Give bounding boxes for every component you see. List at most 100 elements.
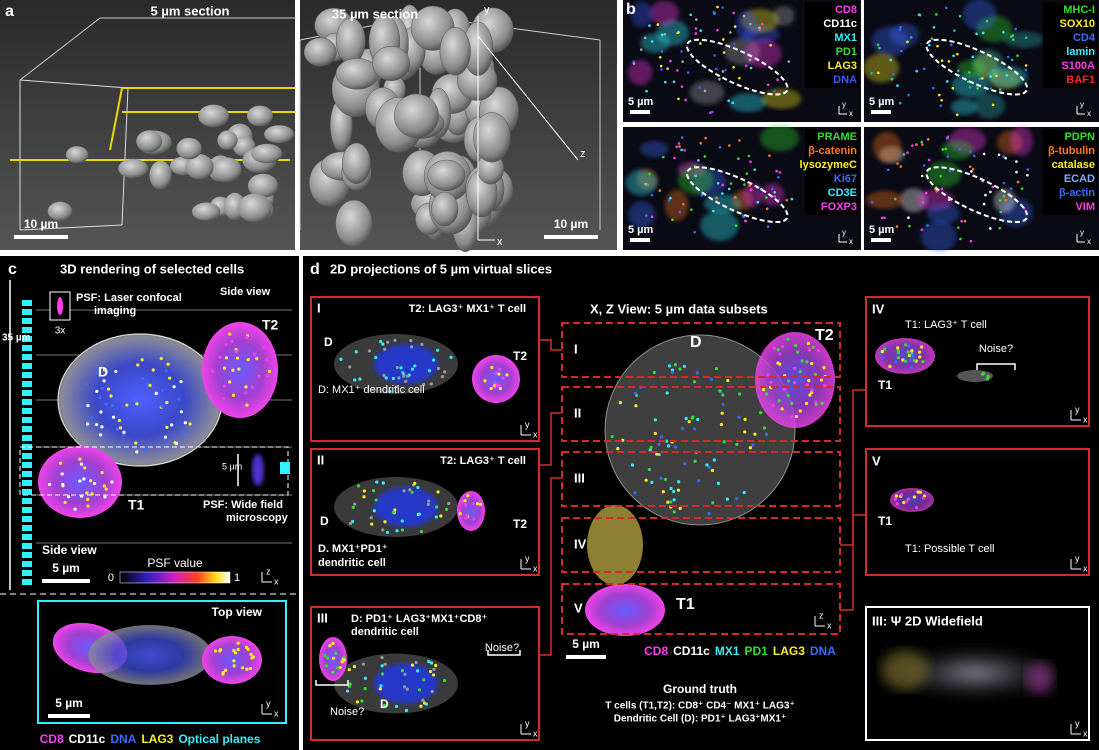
signal-dot [903, 359, 908, 363]
signal-dot [680, 85, 684, 88]
signal-dot [680, 426, 685, 430]
signal-dot [820, 401, 824, 405]
signal-dot [693, 230, 696, 234]
cell [431, 191, 459, 227]
cell [926, 203, 960, 224]
signal-dot [233, 651, 238, 655]
optical-plane [22, 309, 32, 315]
signal-dot [749, 22, 752, 26]
axis-label: y [1075, 553, 1080, 563]
cell [735, 10, 758, 42]
signal-dot [787, 60, 791, 63]
signal-dot [810, 388, 814, 392]
label: 35 µm section [332, 6, 418, 21]
signal-dot [765, 196, 768, 199]
cell [335, 199, 373, 248]
signal-dot [896, 162, 899, 165]
signal-dot [743, 430, 747, 434]
signal-dot [252, 352, 257, 356]
signal-dot [95, 389, 99, 393]
signal-dot [110, 403, 114, 408]
signal-dot [1005, 73, 1009, 77]
signal-dot [758, 28, 761, 32]
cell [957, 59, 987, 77]
signal-dot [677, 480, 681, 484]
signal-dot [673, 363, 677, 367]
signal-dot [697, 479, 701, 483]
cell [247, 173, 279, 198]
signal-dot [372, 489, 376, 493]
signal-dot [895, 225, 899, 228]
signal-dot [998, 226, 1002, 230]
signal-dot [940, 187, 944, 191]
connector [840, 514, 866, 611]
label: Top view [212, 605, 263, 619]
marker-bg [1043, 2, 1097, 88]
label: Noise? [330, 706, 364, 718]
signal-dot [435, 348, 440, 352]
signal-dot [650, 40, 654, 43]
legend-entry: CD8 [40, 732, 64, 746]
signal-dot [403, 672, 407, 676]
cell [962, 0, 997, 31]
signal-dot [735, 442, 739, 447]
signal-dot [743, 219, 747, 223]
signal-dot [363, 687, 367, 691]
signal-dot [181, 429, 185, 433]
label: Dendritic Cell (D): PD1⁺ LAG3⁺MX1⁺ [614, 714, 787, 725]
signal-dot [899, 165, 903, 168]
signal-dot [422, 382, 426, 387]
signal-dot [699, 29, 703, 32]
signal-dot [760, 22, 764, 26]
roi-outline [685, 166, 789, 224]
signal-dot [86, 403, 90, 408]
signal-dot [732, 42, 736, 46]
axis-label: x [1087, 237, 1091, 246]
signal-dot [947, 60, 951, 63]
optical-plane [22, 318, 32, 324]
signal-dot [807, 379, 811, 383]
label: X, Z View: 5 µm data subsets [590, 301, 768, 316]
signal-dot [232, 659, 236, 663]
signal-dot [749, 188, 753, 192]
signal-dot [896, 346, 900, 350]
signal-dot [675, 145, 678, 149]
optical-plane [22, 372, 32, 378]
signal-dot [342, 658, 346, 662]
signal-dot [383, 347, 387, 351]
signal-dot [888, 364, 892, 368]
signal-dot [728, 144, 731, 147]
signal-dot [232, 664, 236, 668]
cell [890, 23, 920, 47]
signal-dot [498, 367, 502, 371]
signal-dot [166, 362, 170, 366]
signal-dot [151, 368, 155, 372]
cell-label: T2 [262, 317, 279, 333]
optical-plane [22, 453, 32, 459]
signal-dot [165, 425, 169, 429]
signal-dot [670, 370, 675, 374]
signal-dot [658, 55, 662, 59]
signal-dot [104, 487, 108, 491]
signal-dot [73, 507, 77, 511]
marker-name: catalase [1052, 159, 1095, 171]
signal-dot [409, 338, 413, 343]
slice-frame [561, 583, 841, 635]
label: Ground truth [663, 682, 737, 696]
signal-dot [894, 494, 899, 498]
signal-dot [761, 387, 766, 392]
cell [202, 636, 262, 684]
signal-dot [745, 172, 749, 175]
signal-dot [686, 71, 690, 74]
signal-dot [710, 468, 715, 473]
signal-dot [63, 500, 67, 505]
signal-dot [800, 359, 804, 363]
signal-dot [935, 189, 939, 193]
nucleus [374, 487, 438, 527]
optical-plane [22, 345, 32, 351]
signal-dot [683, 462, 687, 466]
signal-dot [410, 345, 414, 349]
signal-dot [644, 478, 648, 482]
cell-label: D [320, 514, 329, 528]
signal-dot [404, 708, 409, 713]
